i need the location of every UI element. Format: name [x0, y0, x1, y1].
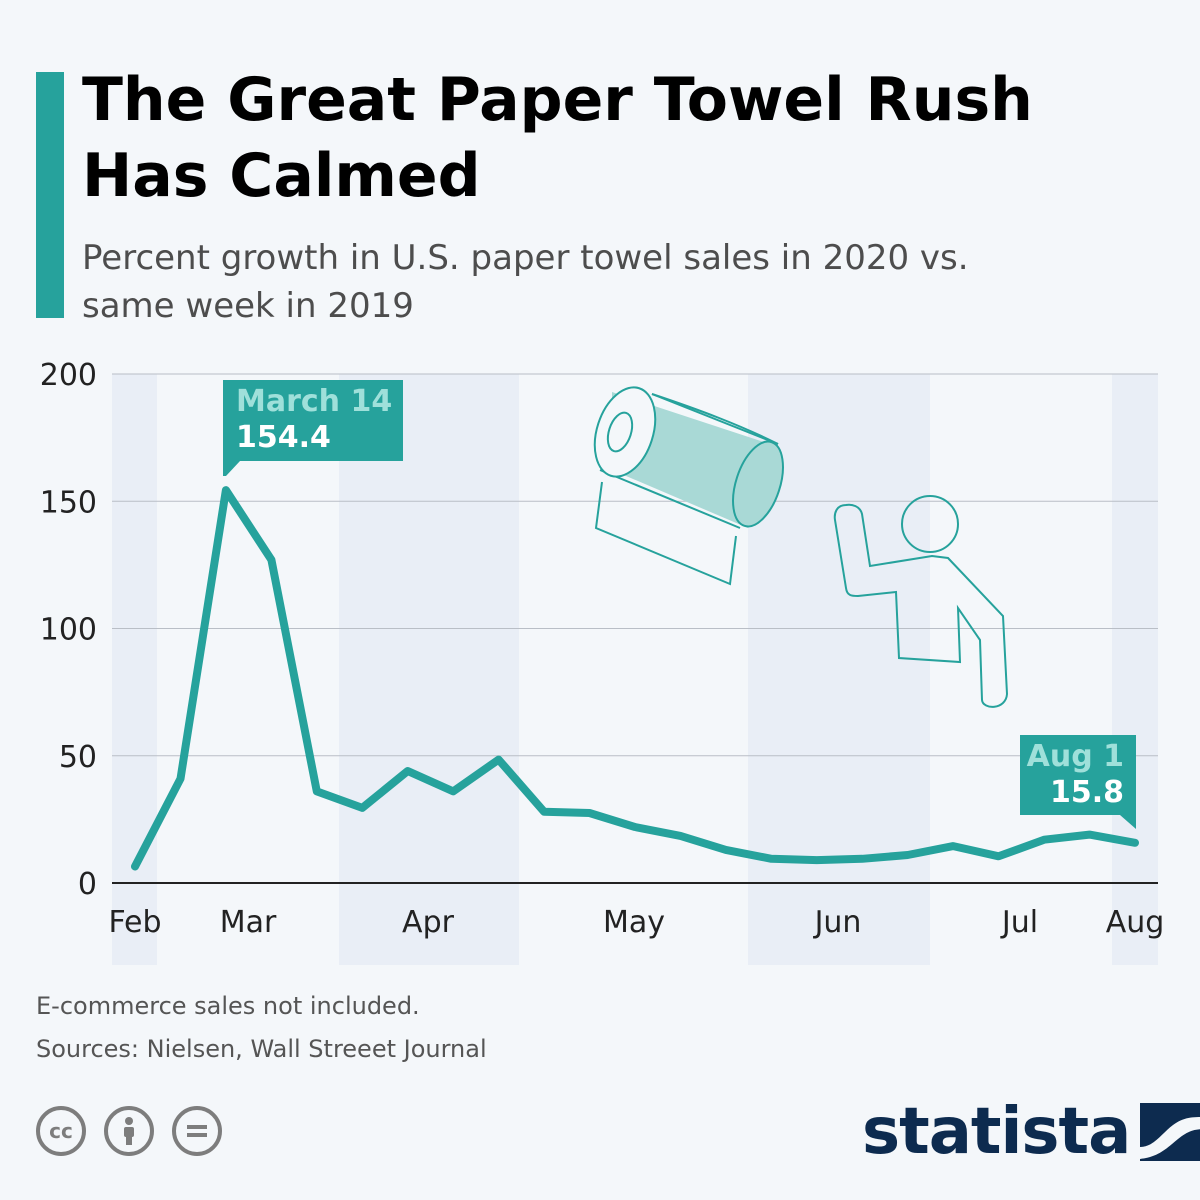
attribution-icon[interactable] — [104, 1106, 154, 1156]
chart-subtitle: Percent growth in U.S. paper towel sales… — [82, 238, 969, 326]
gridlines — [112, 373, 1158, 884]
x-tick-label: Aug — [1106, 905, 1165, 940]
annotation-latest: Aug 1 15.8 — [1020, 735, 1136, 829]
month-band-feb — [112, 374, 157, 965]
month-bands — [112, 374, 1158, 965]
no-derivatives-icon[interactable] — [172, 1106, 222, 1156]
title-accent-bar — [36, 72, 64, 318]
month-band-apr — [339, 374, 519, 965]
x-tick-label: Jul — [1000, 905, 1038, 940]
statista-logo-icon — [1140, 1103, 1200, 1161]
paper-towel-illustration — [593, 386, 784, 586]
x-tick-label: Jun — [813, 905, 862, 940]
y-tick-label: 150 — [40, 485, 97, 520]
x-axis-ticks: Feb Mar Apr May Jun Jul Aug — [108, 905, 1164, 940]
y-axis-ticks: 0 50 100 150 200 — [40, 358, 97, 902]
annotation-peak-label: March 14 — [236, 384, 392, 419]
cc-icon[interactable]: cc — [36, 1106, 86, 1156]
series-line — [131, 486, 1139, 871]
license-icons: cc — [36, 1106, 222, 1156]
y-tick-label: 50 — [59, 740, 97, 775]
person-illustration — [833, 495, 1009, 708]
annotation-latest-value: 15.8 — [1050, 775, 1124, 810]
x-tick-label: Mar — [220, 905, 277, 940]
statista-logo[interactable]: statista — [862, 1100, 1200, 1164]
annotation-peak: March 14 154.4 — [223, 380, 403, 476]
annotation-peak-value: 154.4 — [236, 420, 331, 455]
chart-title: The Great Paper Towel Rush Has Calmed — [82, 65, 1033, 211]
month-band-aug — [1112, 374, 1158, 965]
y-tick-label: 200 — [40, 358, 97, 393]
y-tick-label: 100 — [40, 613, 97, 648]
footnote: E-commerce sales not included. — [36, 992, 420, 1020]
x-tick-label: Apr — [402, 905, 455, 940]
x-tick-label: Feb — [108, 905, 161, 940]
sources: Sources: Nielsen, Wall Streeet Journal — [36, 1035, 487, 1063]
annotation-latest-label: Aug 1 — [1027, 739, 1124, 774]
brand-name: statista — [862, 1095, 1131, 1169]
x-tick-label: May — [603, 905, 665, 940]
line-chart: 0 50 100 150 200 Feb Mar Apr May Jun Jul Aug March… — [40, 358, 1164, 965]
y-tick-label: 0 — [78, 867, 97, 902]
